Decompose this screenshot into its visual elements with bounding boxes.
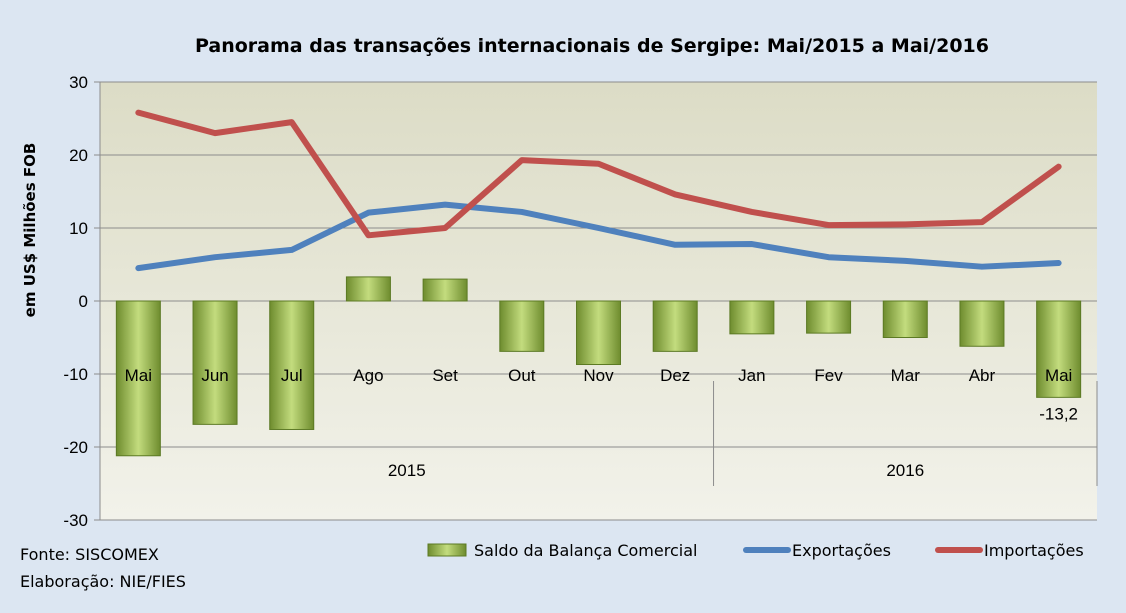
bar bbox=[729, 300, 775, 335]
category-label: Jun bbox=[201, 366, 228, 385]
bar bbox=[576, 300, 621, 366]
bar bbox=[652, 300, 698, 352]
bar bbox=[345, 276, 391, 302]
source-note: Fonte: SISCOMEX bbox=[20, 545, 159, 564]
series-line bbox=[135, 109, 1062, 239]
category-label: Mai bbox=[1045, 366, 1072, 385]
bar-series bbox=[115, 276, 1082, 457]
category-label: Jul bbox=[281, 366, 303, 385]
gridlines bbox=[94, 81, 1097, 521]
category-label: Ago bbox=[353, 366, 383, 385]
bar bbox=[806, 300, 852, 334]
legend-label: Exportações bbox=[792, 541, 891, 560]
y-tick-label: -20 bbox=[63, 438, 88, 457]
bar bbox=[115, 300, 161, 457]
y-tick-label: 0 bbox=[79, 292, 88, 311]
y-tick-label: 30 bbox=[69, 73, 88, 92]
bar bbox=[499, 300, 545, 352]
y-tick-label: 20 bbox=[69, 146, 88, 165]
category-label: Dez bbox=[660, 366, 690, 385]
y-tick-label: 10 bbox=[69, 219, 88, 238]
group-label: 2015 bbox=[388, 461, 426, 480]
y-tick-label: -30 bbox=[63, 511, 88, 530]
y-tick-label: -10 bbox=[63, 365, 88, 384]
y-axis-label: em US$ Milhões FOB bbox=[21, 143, 39, 318]
data-label: -13,2 bbox=[1039, 404, 1078, 423]
category-label: Mar bbox=[891, 366, 921, 385]
category-label: Jan bbox=[738, 366, 765, 385]
bar bbox=[422, 278, 468, 302]
credit-note: Elaboração: NIE/FIES bbox=[20, 572, 186, 591]
category-label: Out bbox=[508, 366, 536, 385]
line-series bbox=[135, 109, 1062, 272]
bar bbox=[959, 300, 1005, 347]
category-labels: Mai Jun Jul Ago Set Out Nov Dez Jan Fev Mar Abr Mai bbox=[125, 366, 1073, 385]
bar bbox=[192, 300, 238, 425]
bar bbox=[882, 300, 928, 338]
bar bbox=[269, 300, 315, 430]
data-labels: -13,2 bbox=[1039, 404, 1078, 423]
legend-label: Importações bbox=[984, 541, 1084, 560]
category-label: Fev bbox=[814, 366, 843, 385]
bar bbox=[1036, 300, 1082, 398]
y-axis-ticks: 30 20 10 0 -10 -20 -30 bbox=[63, 73, 88, 530]
legend-swatch bbox=[427, 543, 467, 557]
category-label: Nov bbox=[583, 366, 614, 385]
legend: Saldo da Balança Comercial Exportações Imp… bbox=[427, 541, 1084, 560]
group-labels: 2015 2016 bbox=[388, 381, 1098, 486]
category-label: Abr bbox=[969, 366, 996, 385]
category-label: Set bbox=[432, 366, 458, 385]
series-line bbox=[135, 201, 1062, 272]
chart-title: Panorama das transações internacionais d… bbox=[195, 35, 989, 57]
category-label: Mai bbox=[125, 366, 152, 385]
legend-label: Saldo da Balança Comercial bbox=[474, 541, 697, 560]
group-label: 2016 bbox=[886, 461, 924, 480]
